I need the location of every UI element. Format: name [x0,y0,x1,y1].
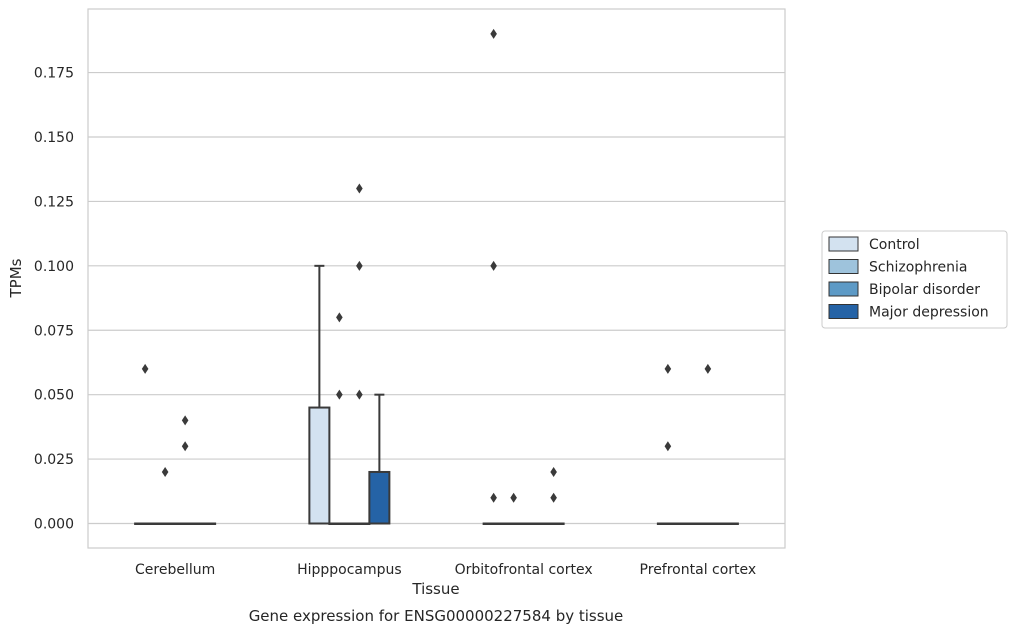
plot-area-frame [87,8,786,549]
outlier-point [141,363,149,374]
legend-swatch [828,281,859,297]
y-tick-label: 0.050 [34,388,74,404]
y-axis-title: TPMs [7,258,25,298]
box-major-depression [542,466,565,525]
box-rect [368,470,391,525]
x-tick-label: Hipppocampus [297,562,402,578]
box-control [656,363,679,525]
y-tick-label: 0.100 [34,259,74,275]
legend: Control Schizophrenia Bipolar disorder Majo… [821,230,1008,329]
x-tick-label: Orbitofrontal cortex [455,562,593,578]
outlier-point [336,389,343,400]
outlier-point [490,492,497,503]
box-control [482,28,505,525]
x-tick-label: Cerebellum [135,562,215,578]
legend-label: Bipolar disorder [869,282,980,298]
legend-label: Major depression [869,305,989,321]
outlier-point [550,466,557,477]
y-tick-label: 0.025 [34,452,74,468]
box-major-depression [368,393,391,525]
y-tick-label: 0.075 [34,323,74,339]
y-tick-label: 0.125 [34,194,74,210]
outlier-point [161,466,169,477]
x-tick-label: Prefrontal cortex [640,562,757,578]
outlier-point [336,312,343,323]
legend-label: Schizophrenia [869,260,967,276]
box-major-depression [194,522,217,525]
box-bipolar-disorder [174,415,197,525]
legend-swatch [828,259,859,274]
grid-lines [88,71,785,525]
legend-swatch [828,236,859,252]
box-major-depression [716,522,739,525]
box-control [308,264,331,525]
legend-swatch [828,304,859,319]
y-tick-label: 0.000 [34,517,74,533]
outlier-point [356,260,363,271]
box-rect [308,406,331,525]
outlier-point [356,389,363,400]
box-bipolar-disorder [696,363,719,525]
y-tick-label: 0.175 [34,66,74,82]
box-bipolar-disorder [522,522,545,525]
y-axis-ticks: 0.000 0.025 0.050 0.075 0.100 0.125 0.150 0.175 [34,66,74,533]
outlier-point [664,363,672,374]
outlier-point [490,260,497,271]
boxes [134,28,739,525]
outlier-point [356,183,363,194]
box-control [134,363,157,525]
x-axis-title: Tissue [411,580,459,598]
outlier-point [181,441,189,452]
legend-label: Control [869,237,920,253]
y-tick-label: 0.150 [34,130,74,146]
outlier-point [181,415,189,426]
chart-title: Gene expression for ENSG00000227584 by t… [249,607,624,625]
outlier-point [510,492,517,503]
x-axis-ticks: Cerebellum Hipppocampus Orbitofrontal cort… [135,562,756,578]
legend-frame [821,230,1008,329]
box-schizophrenia [502,492,525,525]
box-schizophrenia [676,522,699,525]
outlier-point [704,363,712,374]
box-bipolar-disorder [348,183,371,525]
box-schizophrenia [154,466,177,525]
outlier-point [490,28,497,39]
outlier-point [550,492,557,503]
outlier-point [664,441,672,452]
box-schizophrenia [328,312,351,525]
